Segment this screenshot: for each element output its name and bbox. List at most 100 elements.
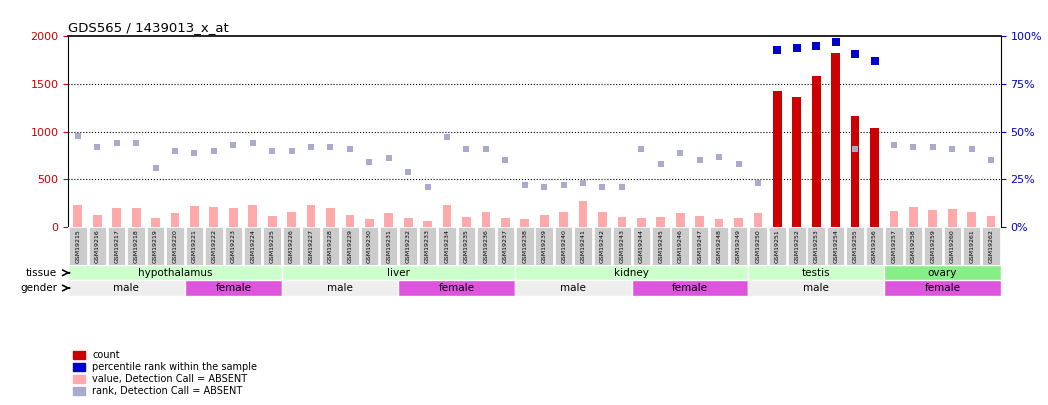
Bar [442, 205, 452, 227]
Bar [656, 217, 665, 227]
Bar [385, 213, 393, 227]
FancyBboxPatch shape [380, 227, 397, 265]
Text: GSM19253: GSM19253 [813, 229, 818, 263]
Bar [676, 213, 684, 227]
Text: GDS565 / 1439013_x_at: GDS565 / 1439013_x_at [68, 21, 228, 34]
Text: GSM19228: GSM19228 [328, 229, 333, 263]
Text: male: male [804, 283, 829, 293]
Text: GSM19248: GSM19248 [717, 229, 722, 263]
FancyBboxPatch shape [69, 227, 87, 265]
FancyBboxPatch shape [711, 227, 727, 265]
Bar [248, 205, 257, 227]
FancyBboxPatch shape [594, 227, 611, 265]
Text: GSM19249: GSM19249 [736, 229, 741, 263]
FancyBboxPatch shape [477, 227, 495, 265]
Text: GSM19243: GSM19243 [619, 229, 625, 263]
Text: GSM19224: GSM19224 [250, 229, 256, 263]
FancyBboxPatch shape [128, 227, 145, 265]
Text: GSM19230: GSM19230 [367, 229, 372, 263]
Text: GSM19262: GSM19262 [988, 229, 994, 263]
Text: GSM19257: GSM19257 [892, 229, 896, 263]
FancyBboxPatch shape [574, 227, 592, 265]
FancyBboxPatch shape [632, 280, 748, 296]
Text: GSM19215: GSM19215 [75, 229, 81, 263]
FancyBboxPatch shape [282, 265, 515, 280]
FancyBboxPatch shape [244, 227, 261, 265]
FancyBboxPatch shape [515, 265, 748, 280]
Bar [403, 218, 413, 227]
FancyBboxPatch shape [342, 227, 358, 265]
Text: female: female [924, 283, 961, 293]
Bar [73, 205, 82, 227]
Text: GSM19245: GSM19245 [658, 229, 663, 263]
Text: GSM19234: GSM19234 [444, 229, 450, 263]
FancyBboxPatch shape [184, 280, 282, 296]
Bar [947, 209, 957, 227]
FancyBboxPatch shape [302, 227, 320, 265]
Text: female: female [215, 283, 252, 293]
Text: GSM19240: GSM19240 [561, 229, 566, 263]
FancyBboxPatch shape [924, 227, 941, 265]
Text: GSM19237: GSM19237 [503, 229, 508, 263]
Bar [210, 207, 218, 227]
Text: GSM19226: GSM19226 [289, 229, 294, 263]
Bar [423, 221, 432, 227]
Text: GSM19225: GSM19225 [269, 229, 275, 263]
Bar [481, 212, 490, 227]
Text: GSM19232: GSM19232 [406, 229, 411, 263]
Bar [190, 206, 199, 227]
Text: GSM19242: GSM19242 [601, 229, 605, 263]
FancyBboxPatch shape [866, 227, 883, 265]
FancyBboxPatch shape [167, 227, 183, 265]
FancyBboxPatch shape [691, 227, 708, 265]
Text: hypothalamus: hypothalamus [137, 268, 213, 278]
Bar [521, 220, 529, 227]
Bar [540, 215, 548, 227]
Text: tissue: tissue [26, 268, 57, 278]
Text: GSM19231: GSM19231 [387, 229, 391, 263]
FancyBboxPatch shape [282, 280, 398, 296]
Bar [792, 98, 801, 227]
FancyBboxPatch shape [827, 227, 845, 265]
FancyBboxPatch shape [458, 227, 475, 265]
Text: testis: testis [802, 268, 831, 278]
FancyBboxPatch shape [982, 227, 1000, 265]
Text: GSM19256: GSM19256 [872, 229, 877, 263]
Text: GSM19241: GSM19241 [581, 229, 586, 263]
Text: GSM19244: GSM19244 [639, 229, 643, 263]
Text: GSM19223: GSM19223 [231, 229, 236, 263]
Text: female: female [439, 283, 475, 293]
Text: GSM19217: GSM19217 [114, 229, 119, 263]
Bar [617, 217, 627, 227]
FancyBboxPatch shape [205, 227, 222, 265]
Bar [326, 209, 334, 227]
FancyBboxPatch shape [438, 227, 456, 265]
Text: GSM19255: GSM19255 [853, 229, 857, 263]
FancyBboxPatch shape [613, 227, 631, 265]
Bar [287, 212, 296, 227]
Text: GSM19238: GSM19238 [522, 229, 527, 263]
Text: GSM19233: GSM19233 [425, 229, 430, 263]
Text: GSM19222: GSM19222 [212, 229, 216, 263]
FancyBboxPatch shape [768, 227, 786, 265]
Bar [792, 221, 801, 227]
Text: GSM19261: GSM19261 [969, 229, 975, 263]
Bar [831, 53, 840, 227]
Bar [851, 115, 859, 227]
Bar [715, 220, 723, 227]
FancyBboxPatch shape [399, 227, 417, 265]
FancyBboxPatch shape [748, 265, 885, 280]
Bar [598, 212, 607, 227]
Text: GSM19221: GSM19221 [192, 229, 197, 263]
Bar [695, 216, 704, 227]
FancyBboxPatch shape [263, 227, 281, 265]
Text: male: male [561, 283, 586, 293]
Text: GSM19252: GSM19252 [794, 229, 800, 263]
Text: male: male [113, 283, 139, 293]
FancyBboxPatch shape [963, 227, 981, 265]
Text: gender: gender [20, 283, 57, 293]
FancyBboxPatch shape [748, 280, 885, 296]
Text: GSM19229: GSM19229 [347, 229, 352, 263]
FancyBboxPatch shape [886, 227, 902, 265]
Bar [132, 207, 140, 227]
